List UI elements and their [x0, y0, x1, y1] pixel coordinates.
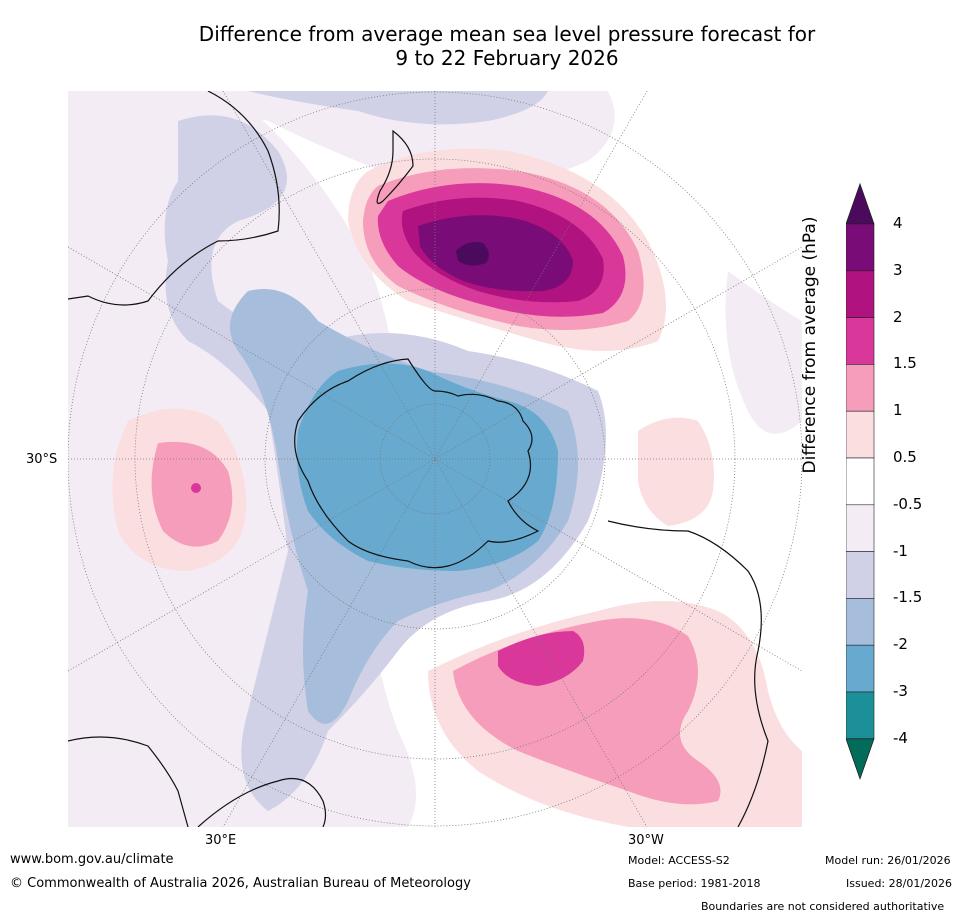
- colorbar-bins: [846, 182, 875, 781]
- anomaly-region-positive-atlantic-pocket: [638, 417, 714, 526]
- colorbar-title: Difference from average (hPa): [800, 216, 820, 474]
- colorbar-tick-label: -2: [893, 635, 908, 654]
- lon-label-30e: 30°E: [205, 833, 237, 848]
- anomaly-region-negative-light-north: [248, 91, 548, 125]
- colorbar-tick-label: -3: [893, 682, 908, 700]
- graticule: [68, 91, 802, 827]
- footer-disclaimer: Boundaries are not considered authoritat…: [701, 900, 945, 913]
- colorbar-tick-label: 1.5: [893, 354, 917, 373]
- coastline-africa: [68, 736, 189, 827]
- footer-base-period: Base period: 1981-2018: [628, 877, 761, 890]
- coastline-south-america: [607, 520, 769, 827]
- anomaly-region-positive-atlantic-2: [498, 631, 585, 686]
- colorbar-bin: [846, 410, 875, 459]
- colorbar-bin: [846, 182, 875, 225]
- colorbar-tick-label: -1: [893, 541, 908, 560]
- anomaly-map: [68, 91, 802, 827]
- chart-title: Difference from average mean sea level p…: [0, 22, 965, 70]
- colorbar-bin: [846, 504, 875, 552]
- footer-copyright: © Commonwealth of Australia 2026, Austra…: [10, 876, 471, 891]
- colorbar-bin: [846, 598, 875, 646]
- colorbar-bin: [846, 364, 875, 412]
- colorbar: [846, 182, 875, 781]
- anomaly-region-positive-pacific-peak: [456, 242, 489, 266]
- coastline-africa-south: [197, 777, 327, 827]
- meridian-line: [68, 246, 802, 672]
- title-line-1: Difference from average mean sea level p…: [198, 22, 816, 46]
- footer-issued: Issued: 28/01/2026: [846, 877, 953, 890]
- footer-website: www.bom.gov.au/climate: [10, 852, 174, 867]
- coastline-australia: [68, 91, 280, 306]
- colorbar-tick-label: -4: [893, 728, 908, 747]
- colorbar-bin: [846, 317, 875, 365]
- colorbar-bin: [846, 691, 875, 740]
- anomaly-region-negative-faint-east: [725, 271, 802, 434]
- meridian-line: [222, 91, 648, 827]
- colorbar-tick-label: -1.5: [893, 588, 923, 607]
- colorbar-tick-label: 0.5: [893, 448, 917, 466]
- colorbar-tick-label: -0.5: [893, 494, 923, 513]
- colorbar-bin: [846, 457, 875, 506]
- colorbar-bin: [846, 223, 875, 272]
- coastlines: [68, 91, 769, 827]
- anomaly-region-positive-pacific-4: [418, 215, 573, 292]
- footer-model: Model: ACCESS-S2: [628, 854, 730, 867]
- coastline-new-zealand: [376, 129, 414, 204]
- title-line-2: 9 to 22 February 2026: [395, 46, 619, 70]
- colorbar-tick-label: 4: [893, 214, 903, 232]
- anomaly-region-positive-west-peak: [191, 483, 201, 493]
- lat-label-30s: 30°S: [26, 452, 58, 467]
- anomaly-region-positive-west-inner: [151, 441, 233, 547]
- footer-model-run: Model run: 26/01/2026: [825, 854, 951, 867]
- anomaly-region-negative-strong: [296, 363, 558, 571]
- colorbar-tick-label: 1: [893, 401, 903, 420]
- lon-label-30w: 30°W: [628, 833, 664, 848]
- coastline-antarctica: [294, 358, 540, 569]
- colorbar-bin: [846, 644, 875, 693]
- meridian-line: [222, 91, 648, 827]
- colorbar-bin: [846, 270, 875, 318]
- colorbar-tick-label: 3: [893, 260, 903, 279]
- colorbar-tick-label: 2: [893, 307, 903, 326]
- colorbar-bin: [846, 738, 875, 781]
- colorbar-bin: [846, 551, 875, 599]
